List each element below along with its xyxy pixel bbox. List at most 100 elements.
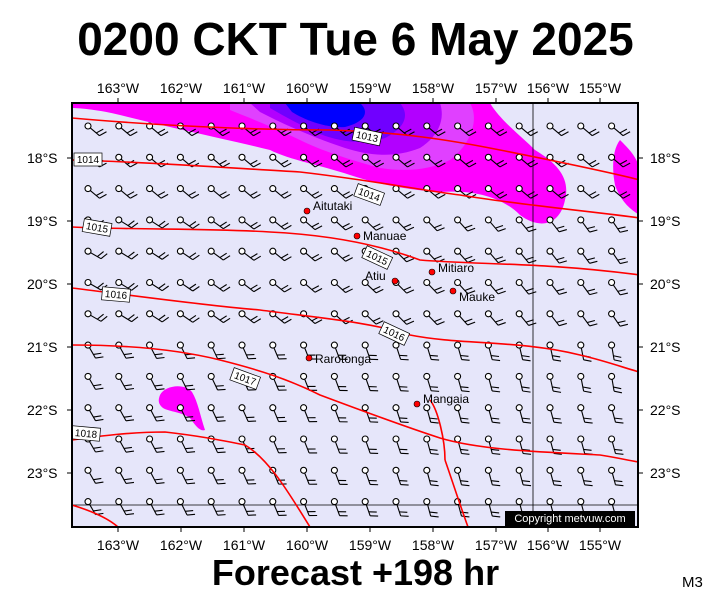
wind-barb (484, 372, 501, 393)
wind-barb (608, 341, 623, 363)
wind-barb (546, 310, 567, 327)
wind-barb (484, 216, 506, 232)
wind-barb (238, 216, 262, 230)
isobar-label: 1015 (81, 218, 113, 237)
wind-barb (423, 122, 446, 137)
wind-barb (515, 216, 537, 233)
wind-barb (515, 466, 532, 487)
wind-barb (423, 466, 439, 487)
wind-barb (423, 498, 439, 518)
wind-barb (146, 185, 169, 199)
wind-barb (146, 247, 169, 260)
svg-text:162°W: 162°W (160, 80, 203, 96)
wind-barb (392, 435, 409, 455)
svg-text:159°W: 159°W (349, 80, 392, 96)
wind-barb (146, 278, 169, 292)
wind-barb (515, 372, 531, 393)
wind-barb (577, 153, 600, 168)
wind-barb (608, 372, 623, 394)
wind-barb (115, 435, 135, 453)
svg-text:162°W: 162°W (160, 537, 203, 553)
wind-barb (546, 278, 567, 295)
wind-barb (115, 185, 138, 199)
wind-barb (300, 185, 323, 199)
wind-barb (238, 310, 262, 324)
svg-text:Mitiaro: Mitiaro (438, 261, 474, 275)
svg-text:155°W: 155°W (579, 80, 622, 96)
wind-barb (392, 466, 409, 486)
wind-barb (484, 435, 501, 455)
wind-barb (238, 466, 257, 485)
wind-barb (546, 404, 562, 424)
svg-text:23°S: 23°S (27, 465, 58, 481)
wind-barb (392, 498, 409, 517)
wind-barb (146, 372, 165, 391)
wind-barb (84, 247, 108, 260)
svg-text:160°W: 160°W (286, 80, 329, 96)
wind-barb (207, 216, 231, 230)
svg-text:163°W: 163°W (97, 80, 140, 96)
wind-barb (300, 278, 323, 293)
wind-barb (423, 341, 440, 361)
wind-barb (577, 310, 598, 327)
isobar-label: 1016 (101, 286, 131, 303)
wind-barb (361, 278, 384, 294)
svg-text:158°W: 158°W (412, 537, 455, 553)
svg-text:21°S: 21°S (27, 339, 58, 355)
wind-barb (546, 122, 569, 137)
wind-barb (577, 122, 600, 137)
svg-text:157°W: 157°W (475, 80, 518, 96)
town-mangaia: Mangaia (413, 392, 469, 408)
svg-text:161°W: 161°W (223, 537, 266, 553)
wind-barb (546, 372, 562, 393)
wind-barb (608, 466, 624, 487)
svg-text:Aitutaki: Aitutaki (313, 199, 352, 213)
svg-text:Atiu: Atiu (365, 269, 386, 283)
wind-barb (84, 341, 104, 359)
wind-barb (546, 185, 569, 199)
longitude-labels-top: 163°W 162°W 161°W 160°W 159°W 158°W 157°… (97, 80, 622, 96)
wind-barb (115, 498, 135, 516)
wind-barb (330, 278, 353, 294)
wind-barb (515, 310, 537, 326)
wind-barb (546, 435, 562, 455)
wind-barb (115, 310, 139, 323)
wind-barb (300, 153, 323, 168)
wind-barb (300, 247, 323, 262)
wind-barb (454, 122, 477, 137)
svg-text:159°W: 159°W (349, 537, 392, 553)
svg-text:21°S: 21°S (650, 339, 681, 355)
svg-text:20°S: 20°S (650, 276, 681, 292)
wind-barb (115, 122, 138, 137)
latitude-labels-right: 18°S 19°S 20°S 21°S 22°S 23°S (650, 150, 681, 481)
wind-barb (238, 247, 262, 261)
wind-barb (207, 153, 230, 168)
longitude-labels-bottom: 163°W 162°W 161°W 160°W 159°W 158°W 157°… (97, 537, 622, 553)
wind-barb (577, 404, 593, 424)
wind-barb (115, 404, 135, 422)
wind-barb (300, 466, 318, 485)
wind-barb (361, 498, 379, 517)
wind-barb (269, 435, 287, 454)
isobar-label: 1018 (72, 425, 101, 442)
wind-barb (207, 341, 226, 360)
wind-barb (84, 404, 104, 422)
wind-barb (330, 247, 353, 262)
wind-barb (238, 153, 261, 168)
isobars (72, 117, 638, 527)
wind-barb (577, 247, 598, 264)
wind-barb (454, 466, 470, 487)
wind-barb (176, 466, 196, 485)
wind-barb (484, 185, 508, 199)
wind-barb (330, 216, 353, 231)
wind-barb (115, 216, 139, 229)
wind-barb (392, 372, 409, 392)
grid-lines (72, 103, 638, 527)
wind-barb (361, 372, 379, 392)
wind-barb (423, 372, 440, 392)
wind-barb (608, 247, 629, 265)
copyright-badge: Copyright metvuw.com (505, 511, 635, 526)
wind-barb (546, 341, 562, 362)
wind-barb (176, 278, 200, 292)
